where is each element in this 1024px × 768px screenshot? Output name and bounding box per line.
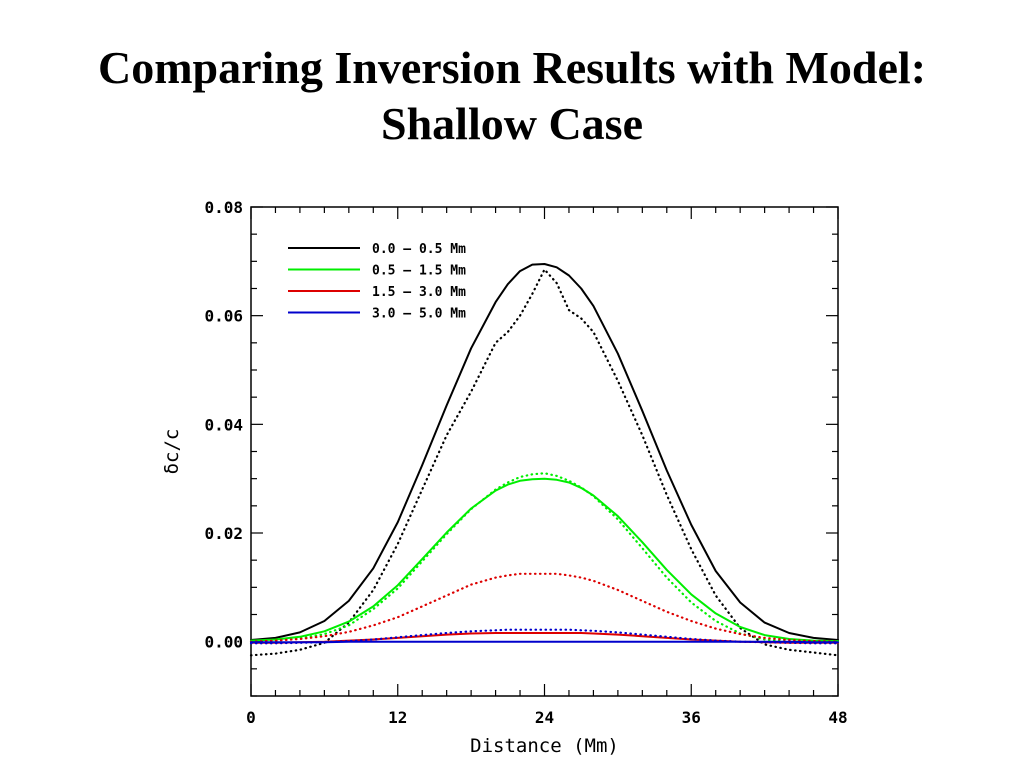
series-layer [249,263,840,657]
series-solid-line-0-0-0-5-mm [250,263,839,641]
legend: 0.0 – 0.5 Mm 0.5 – 1.5 Mm 1.5 – 3.0 Mm 3.0 … [288,242,466,322]
series-solid-line-3-0-5-0-mm [250,640,839,644]
series-dotted-line-0-5-1-5-mm [249,472,840,644]
y-tick-label: 0.08 [204,198,243,217]
legend-label: 1.5 – 3.0 Mm [372,285,466,300]
plot-frame [250,206,839,697]
y-tick-label: 0.04 [204,415,243,434]
x-tick-label: 48 [828,708,847,727]
x-tick-label: 24 [535,708,554,727]
x-tick-label: 36 [682,708,701,727]
series-solid-line-0-5-1-5-mm [250,477,839,643]
x-axis-label: Distance (Mm) [470,735,619,757]
slide-title-line-1: Comparing Inversion Results with Model: [97,42,927,93]
slide-title: Comparing Inversion Results with Model: … [0,40,1024,152]
tick-labels: 0 12 24 36 48 0.00 0.02 0.04 0.06 0.08 [204,198,847,727]
slide-title-line-2: Shallow Case [381,98,643,149]
legend-label: 0.0 – 0.5 Mm [372,242,466,257]
x-tick-label: 0 [246,708,256,727]
y-tick-label: 0.06 [204,307,243,326]
y-axis-label: δc/c [161,429,183,475]
legend-label: 3.0 – 5.0 Mm [372,307,466,322]
y-tick-label: 0.02 [204,524,243,543]
y-tick-label: 0.00 [204,633,243,652]
series-dotted-line-0-0-0-5-mm [249,268,840,657]
axis-ticks [250,206,839,697]
legend-label: 0.5 – 1.5 Mm [372,264,466,279]
x-tick-label: 12 [388,708,407,727]
series-dotted-line-3-0-5-0-mm [249,628,840,645]
series-dotted-line-1-5-3-0-mm [249,572,840,643]
